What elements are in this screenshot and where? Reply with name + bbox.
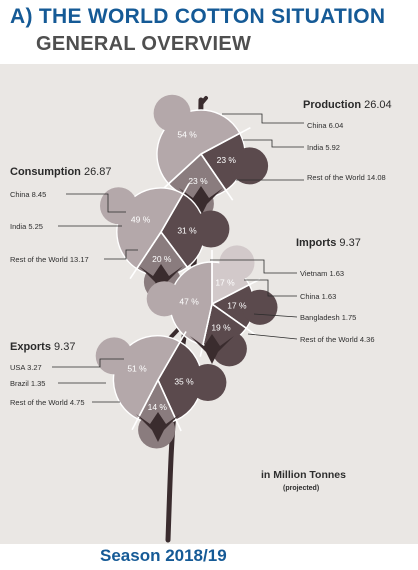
production-calyx [179,186,223,216]
imports-lobe-bangladesh [211,331,247,367]
exports-divider [157,379,182,432]
imports-leader-china [244,279,297,297]
page-title: A) THE WORLD COTTON SITUATION [10,5,386,28]
cotton-chart: 23 % 23 % 54 % 31 % 20 % 49 % 17 % 17 % 19 % 47 %… [10,94,392,543]
exports-label-row: Rest of the World 4.75 [10,398,84,407]
consumption-lobe-china [192,210,230,248]
consumption-percent-china: 31 % [177,226,197,236]
consumption-leader-row [104,249,138,260]
exports-calyx [136,412,180,442]
imports-label-china: China 1.63 [300,292,336,301]
production-divider [159,153,202,193]
imports-label-bangladesh: Bangladesh 1.75 [300,313,356,322]
production-lobe-rest-of-the-world [153,94,191,132]
exports-divider [131,379,159,431]
imports-lobe-china [242,289,278,325]
imports-lobe-vietnam [219,245,255,281]
consumption-lobe-rest-of-the-world [100,187,137,225]
exports-percent-usa: 35 % [174,376,194,386]
exports-percent-brazil: 14 % [148,402,168,412]
exports-heading: Exports 9.37 [10,341,75,353]
production-label-china: China 6.04 [307,121,343,130]
consumption-calyx [139,264,183,294]
imports-percent-bangladesh: 19 % [211,322,231,332]
production-label-india: India 5.92 [307,143,340,152]
imports-percent-china: 17 % [227,301,247,311]
production-divider [200,126,251,155]
imports-leader-bangladesh [253,313,298,318]
consumption-label-india: India 5.25 [10,222,43,231]
consumption-label-china: China 8.45 [10,190,46,199]
production-lobe-china [231,147,269,185]
imports-heading: Imports 9.37 [296,237,361,249]
consumption-divider [160,183,190,233]
production-divider [200,153,234,201]
production-label-row: Rest of the World 14.08 [307,173,386,182]
production-leader-india [243,139,304,148]
consumption-heading: Consumption 26.87 [10,166,111,178]
consumption-percent-india: 20 % [152,254,172,264]
exports-label-usa: USA 3.27 [10,363,42,372]
exports-lobe-rest-of-the-world [95,337,133,375]
consumption-leader-china [66,193,126,213]
imports-leader-vietnam [210,259,297,274]
consumption-label-row: Rest of the World 13.17 [10,255,89,264]
imports-divider [211,303,257,336]
page-subtitle: GENERAL OVERVIEW [36,33,252,55]
production-leader-china [222,113,304,124]
imports-label-row: Rest of the World 4.36 [300,335,374,344]
imports-calyx [190,334,234,364]
imports-divider [211,278,261,305]
season-label: Season 2018/19 [100,546,227,565]
unit-note: (projected) [283,485,319,492]
exports-label-brazil: Brazil 1.35 [10,379,45,388]
consumption-percent-rest-of-the-world: 49 % [131,214,151,224]
imports-lobe-rest-of-the-world [146,281,182,317]
production-heading: Production 26.04 [303,99,392,111]
exports-lobe-usa [189,364,227,401]
imports-percent-rest-of-the-world: 47 % [179,297,199,307]
unit-label: in Million Tonnes [261,469,346,481]
production-percent-rest-of-the-world: 54 % [177,129,197,139]
imports-label-vietnam: Vietnam 1.63 [300,269,344,278]
exports-leader-usa [52,358,124,368]
consumption-divider [129,231,162,280]
imports-percent-vietnam: 17 % [215,278,235,288]
production-percent-china: 23 % [217,155,237,165]
imports-leader-row [247,333,298,340]
footer: Season 2018/19 [0,544,418,570]
production-percent-india: 23 % [188,176,208,186]
exports-percent-rest-of-the-world: 51 % [127,364,147,374]
exports-divider [157,331,187,381]
